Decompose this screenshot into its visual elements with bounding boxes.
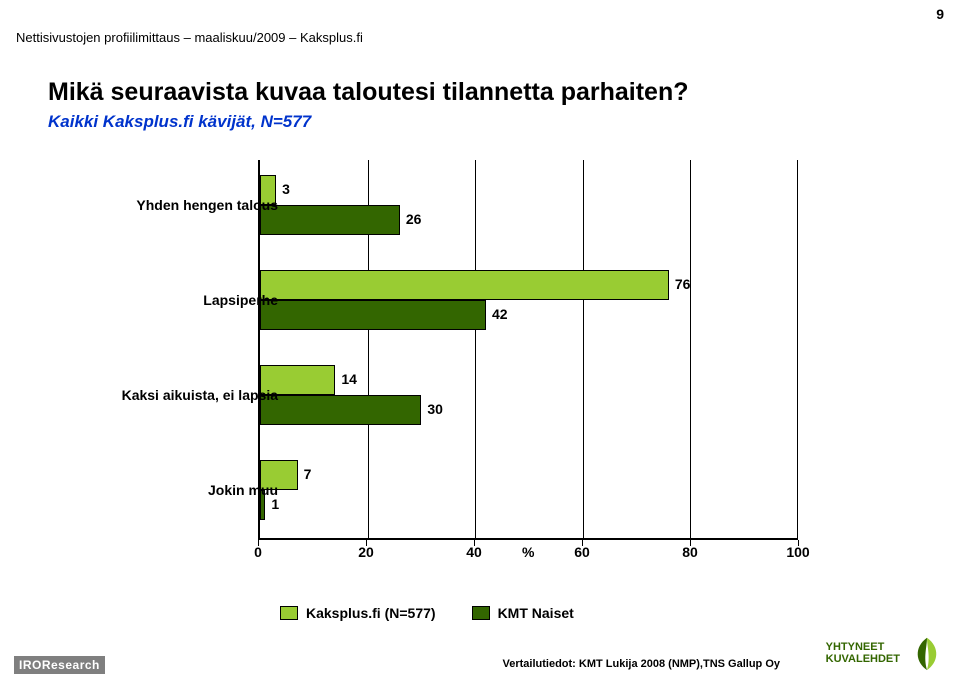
x-tick-label: 100 bbox=[786, 544, 809, 560]
footer-source: Vertailutiedot: KMT Lukija 2008 (NMP),TN… bbox=[503, 658, 781, 670]
category-label: Yhden hengen talous bbox=[78, 197, 278, 213]
footer-logo-text: YHTYNEET KUVALEHDET bbox=[826, 641, 900, 665]
bar-value-label: 1 bbox=[271, 496, 279, 512]
legend-item: KMT Naiset bbox=[472, 605, 574, 621]
plot-area: 3 26 76 42 14 30 7 bbox=[258, 160, 798, 540]
chart-area: 3 26 76 42 14 30 7 bbox=[48, 160, 828, 590]
footer-logo-line2: KUVALEHDET bbox=[826, 653, 900, 665]
bar-value-label: 26 bbox=[406, 211, 422, 227]
gridline bbox=[797, 160, 798, 538]
x-tick-label: 60 bbox=[574, 544, 590, 560]
footer-yk-logo: YHTYNEET KUVALEHDET bbox=[826, 634, 946, 672]
page-root: 9 Nettisivustojen profiilimittaus – maal… bbox=[0, 0, 960, 684]
iro-logo-text: IROResearch bbox=[14, 656, 105, 674]
bar-value-label: 76 bbox=[675, 276, 691, 292]
gridline bbox=[690, 160, 691, 538]
gridline bbox=[583, 160, 584, 538]
bar-series-b bbox=[260, 395, 421, 425]
header-line: Nettisivustojen profiilimittaus – maalis… bbox=[16, 30, 363, 45]
category-label: Lapsiperhe bbox=[78, 292, 278, 308]
axis-unit-label: % bbox=[522, 544, 534, 560]
x-tick-label: 20 bbox=[358, 544, 374, 560]
footer-iro-logo: IROResearch bbox=[14, 656, 105, 674]
category-label: Jokin muu bbox=[78, 482, 278, 498]
legend-label: Kaksplus.fi (N=577) bbox=[306, 605, 436, 621]
x-tick-label: 0 bbox=[254, 544, 262, 560]
legend-label: KMT Naiset bbox=[498, 605, 574, 621]
page-number: 9 bbox=[936, 6, 944, 22]
bar-value-label: 7 bbox=[304, 466, 312, 482]
legend-swatch bbox=[280, 606, 298, 620]
gridline bbox=[475, 160, 476, 538]
legend-item: Kaksplus.fi (N=577) bbox=[280, 605, 436, 621]
legend-swatch bbox=[472, 606, 490, 620]
bar-value-label: 30 bbox=[427, 401, 443, 417]
bar-value-label: 3 bbox=[282, 181, 290, 197]
bar-value-label: 14 bbox=[341, 371, 357, 387]
category-label: Kaksi aikuista, ei lapsia bbox=[78, 387, 278, 403]
bar-series-b bbox=[260, 300, 486, 330]
bar-series-a bbox=[260, 270, 669, 300]
legend: Kaksplus.fi (N=577) KMT Naiset bbox=[280, 605, 574, 621]
bar-series-b bbox=[260, 205, 400, 235]
chart-title: Mikä seuraavista kuvaa taloutesi tilanne… bbox=[48, 78, 689, 107]
x-tick-label: 40 bbox=[466, 544, 482, 560]
chart-subtitle: Kaikki Kaksplus.fi kävijät, N=577 bbox=[48, 112, 311, 132]
leaf-icon bbox=[908, 634, 946, 672]
bar-value-label: 42 bbox=[492, 306, 508, 322]
x-tick-label: 80 bbox=[682, 544, 698, 560]
footer-logo-line1: YHTYNEET bbox=[826, 641, 900, 653]
